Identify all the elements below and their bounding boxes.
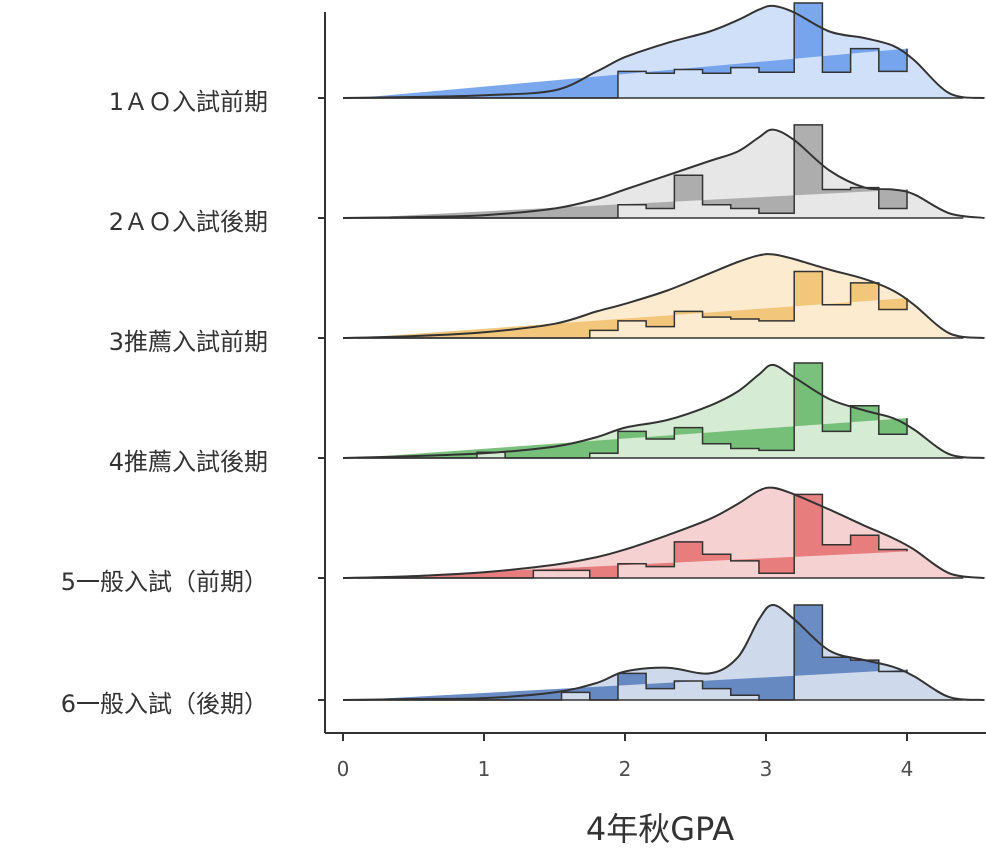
ridge-4: [318, 362, 985, 459]
ridges-group: [318, 2, 985, 701]
density-fill: [343, 254, 985, 338]
density-fill: [343, 605, 985, 700]
row-label-1: 1ＡＯ入試前期: [109, 88, 268, 116]
density-fill: [343, 129, 985, 218]
x-tick-label: 2: [619, 757, 632, 781]
density-fill: [343, 364, 985, 458]
x-ticks: 0 1 2 3 4: [337, 733, 914, 781]
density-curve: [342, 486, 985, 579]
row-label-6: 6一般入試（後期）: [61, 690, 268, 718]
x-tick-label: 4: [901, 757, 914, 781]
ridge-3: [318, 253, 985, 339]
density-curve: [342, 363, 985, 459]
ridge-2: [318, 124, 985, 219]
row-label-4: 4推薦入試後期: [109, 448, 268, 476]
row-label-2: 2ＡＯ入試後期: [109, 208, 268, 236]
density-fill: [343, 5, 985, 99]
row-label-3: 3推薦入試前期: [109, 328, 268, 356]
ridge-1: [318, 2, 985, 99]
density-curve: [342, 128, 985, 219]
x-axis-title: 4年秋GPA: [586, 810, 734, 848]
x-tick-label: 3: [760, 757, 773, 781]
ridge-6: [318, 603, 985, 701]
density-curve: [342, 603, 985, 701]
row-label-5: 5一般入試（前期）: [61, 568, 268, 596]
ridge-5: [318, 486, 985, 579]
row-labels: 1ＡＯ入試前期 2ＡＯ入試後期 3推薦入試前期 4推薦入試後期 5一般入試（前期） 6一般…: [61, 88, 268, 718]
density-curve: [342, 4, 985, 99]
x-tick-label: 1: [478, 757, 491, 781]
x-tick-label: 0: [337, 757, 350, 781]
density-curve: [342, 253, 985, 339]
